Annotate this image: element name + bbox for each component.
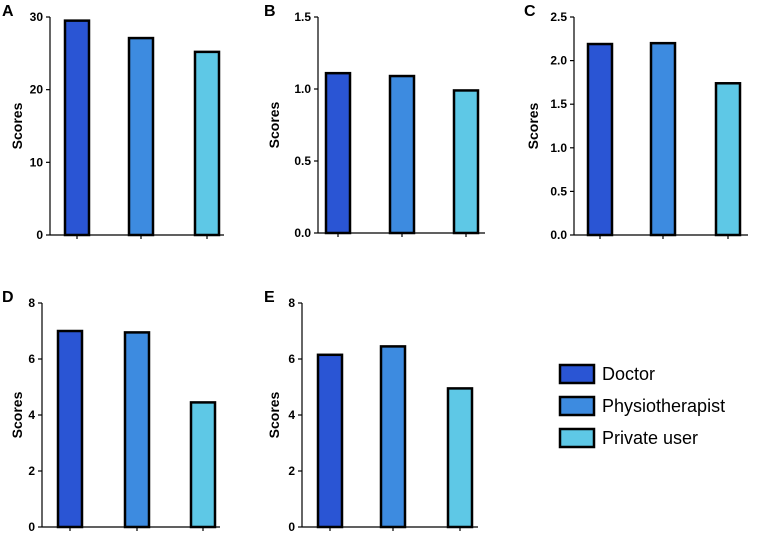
y-tick-label: 2.0 xyxy=(550,54,567,68)
panel-letter: E xyxy=(264,289,275,306)
bar-doctor xyxy=(316,353,344,529)
y-tick-label: 1.5 xyxy=(294,10,311,24)
panel-c: C Scores 0.0 0.5 1.0 1.5 2.0 2.5 xyxy=(524,3,748,242)
y-axis-label: Scores xyxy=(9,391,25,438)
y-tick-label: 0.5 xyxy=(550,184,567,198)
bar-private-user xyxy=(193,50,221,237)
y-tick-label: 0 xyxy=(28,520,35,534)
y-tick-label: 6 xyxy=(288,352,295,366)
y-tick-label: 1.0 xyxy=(550,141,567,155)
y-tick-label: 0.0 xyxy=(294,226,311,240)
legend: Doctor Physiotherapist Private user xyxy=(558,363,725,449)
y-tick-label: 4 xyxy=(28,408,35,422)
bar-private-user xyxy=(452,89,480,235)
y-axis-label: Scores xyxy=(266,391,282,438)
y-tick-label: 0.0 xyxy=(550,228,567,242)
y-axis-label: Scores xyxy=(525,102,541,149)
y-tick-label: 0 xyxy=(288,520,295,534)
y-tick-label: 10 xyxy=(30,155,44,169)
y-tick-label: 0.5 xyxy=(294,154,311,168)
y-tick-label: 2.5 xyxy=(550,10,567,24)
y-tick-label: 1.0 xyxy=(294,82,311,96)
panel-letter: B xyxy=(264,3,276,20)
y-tick-label: 1.5 xyxy=(550,97,567,111)
legend-swatch xyxy=(558,395,596,417)
y-tick-label: 8 xyxy=(288,296,295,310)
bar-doctor xyxy=(56,329,84,529)
y-tick-label: 20 xyxy=(30,83,44,97)
legend-label: Private user xyxy=(602,428,698,448)
y-tick-label: 0 xyxy=(36,228,43,242)
bar-physiotherapist xyxy=(649,41,677,237)
y-tick-label: 2 xyxy=(288,464,295,478)
y-axis-label: Scores xyxy=(266,101,282,148)
panel-d: D Scores 0 2 4 6 8 xyxy=(2,289,220,534)
legend-label: Physiotherapist xyxy=(602,396,725,416)
bar-private-user xyxy=(714,82,742,237)
panel-e: E Scores 0 2 4 6 8 xyxy=(264,289,478,534)
bar-doctor xyxy=(63,19,91,237)
bar-physiotherapist xyxy=(127,36,155,237)
legend-label: Doctor xyxy=(602,364,655,384)
legend-swatch xyxy=(558,427,596,449)
panel-letter: C xyxy=(524,3,536,20)
bar-private-user xyxy=(189,401,217,529)
panel-b: B Scores 0.0 0.5 1.0 1.5 xyxy=(264,3,485,240)
y-tick-label: 2 xyxy=(28,464,35,478)
panel-letter: A xyxy=(2,3,14,20)
panel-a: A Scores 0 10 20 30 xyxy=(2,3,224,242)
y-tick-label: 8 xyxy=(28,296,35,310)
bar-private-user xyxy=(446,387,474,529)
bar-physiotherapist xyxy=(388,74,416,235)
bar-doctor xyxy=(324,71,352,235)
panel-letter: D xyxy=(2,289,14,306)
bar-physiotherapist xyxy=(123,331,151,529)
bar-doctor xyxy=(586,42,614,237)
y-tick-label: 6 xyxy=(28,352,35,366)
y-axis-label: Scores xyxy=(9,102,25,149)
legend-swatch xyxy=(558,363,596,385)
y-tick-label: 4 xyxy=(288,408,295,422)
bar-physiotherapist xyxy=(379,345,407,529)
y-tick-label: 30 xyxy=(30,10,44,24)
